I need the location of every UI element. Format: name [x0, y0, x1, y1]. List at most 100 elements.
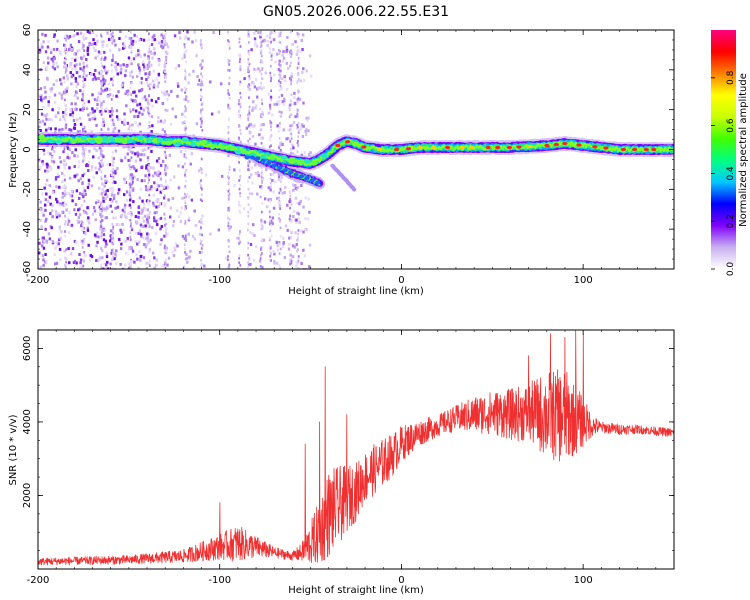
spectrogram-noise-cell	[73, 165, 76, 169]
spectrogram-streak-cell	[290, 78, 292, 82]
spectrogram-noise-cell	[295, 265, 298, 269]
spectrogram-streak-cell	[227, 216, 229, 220]
spectrogram-noise-cell	[143, 243, 146, 247]
spectrogram-noise-cell	[157, 116, 160, 120]
spectrogram-noise-cell	[70, 75, 74, 79]
spectrogram-streak-cell	[64, 58, 66, 62]
spectrogram-streak-cell	[247, 41, 250, 44]
spectrogram-noise-cell	[280, 93, 284, 97]
spectrogram-streak-cell	[185, 195, 188, 199]
spectrogram-noise-cell	[68, 156, 71, 160]
spectrogram-streak-cell	[279, 32, 282, 35]
spectrogram-noise-cell	[107, 109, 111, 113]
spectrogram-noise-cell	[251, 181, 254, 185]
spectrogram-noise-cell	[103, 184, 106, 188]
spectrogram-streak-cell	[238, 257, 240, 260]
spectrogram-streak-cell	[111, 181, 114, 185]
spectrogram-noise-cell	[115, 109, 119, 113]
spectrogram-streak-cell	[65, 257, 68, 261]
spectrogram-noise-cell	[42, 263, 45, 267]
spectrogram-noise-cell	[96, 54, 100, 58]
spectrogram-streak-cell	[81, 68, 84, 72]
spectrogram-noise-cell	[254, 43, 257, 47]
spectrogram-noise-cell	[285, 61, 289, 65]
spectrogram-noise-cell	[82, 125, 86, 129]
spectrogram-noise-cell	[134, 99, 137, 103]
spectrogram-noise-cell	[45, 240, 49, 244]
spectrogram-streak-cell	[260, 185, 263, 188]
spectrogram-noise-cell	[43, 122, 47, 126]
spectrogram-streak-cell	[247, 196, 249, 199]
spectrogram-noise-cell	[104, 239, 107, 243]
spectrogram-noise-cell	[58, 227, 61, 231]
spectrogram-streak-cell	[260, 72, 263, 76]
spectrogram-noise-cell	[112, 171, 115, 175]
spectrogram-noise-cell	[162, 196, 166, 200]
spectrogram-noise-cell	[138, 53, 141, 57]
spectrogram-streak-cell	[200, 179, 202, 182]
spectrogram-y-tick-label: -40	[22, 221, 33, 237]
spectrogram-streak-cell	[278, 241, 281, 244]
spectrogram-noise-cell	[144, 174, 147, 178]
spectrogram-streak-cell	[239, 204, 242, 208]
spectrogram-streak-cell	[148, 65, 150, 68]
spectrogram-noise-cell	[102, 40, 105, 44]
spectrogram-noise-cell	[51, 239, 54, 243]
spectrogram-noise-cell	[190, 152, 194, 156]
spectrogram-noise-cell	[73, 239, 77, 243]
spectrogram-streak-cell	[296, 101, 298, 104]
spectrogram-streak-cell	[247, 65, 250, 69]
spectrogram-streak-cell	[130, 98, 133, 102]
spectrogram-noise-cell	[38, 168, 42, 172]
spectrogram-noise-cell	[120, 83, 124, 87]
spectrogram-noise-cell	[168, 153, 172, 157]
spectrogram-noise-cell	[92, 72, 96, 76]
spectrogram-noise-cell	[41, 192, 44, 196]
spectrogram-streak-cell	[270, 77, 273, 80]
spectrogram-noise-cell	[119, 64, 122, 68]
spectrogram-noise-cell	[82, 195, 85, 199]
spectrogram-streak-cell	[260, 81, 263, 85]
spectrogram-streak-cell	[111, 222, 114, 226]
spectrogram-streak-cell	[239, 240, 242, 244]
spectrogram-streak-cell	[130, 81, 133, 85]
spectrogram-streak-cell	[83, 106, 85, 110]
spectrogram-streak-cell	[268, 210, 271, 214]
spectrogram-streak-cell	[147, 232, 150, 236]
spectrogram-streak-cell	[278, 146, 280, 150]
spectrogram-noise-cell	[156, 223, 159, 227]
spectrogram-noise-cell	[161, 264, 164, 268]
spectrogram-streak-cell	[297, 131, 300, 134]
spectrogram-streak-cell	[200, 247, 203, 250]
spectrogram-noise-cell	[105, 255, 109, 259]
spectrogram-noise-cell	[97, 235, 100, 239]
spectrogram-noise-cell	[81, 35, 85, 39]
spectrogram-noise-cell	[108, 88, 112, 92]
spectrogram-noise-cell	[42, 236, 46, 240]
spectrogram-streak-cell	[238, 200, 240, 204]
spectrogram-noise-cell	[95, 244, 98, 248]
spectrogram-streak-cell	[64, 128, 67, 131]
spectrogram-streak-cell	[129, 62, 132, 65]
spectrogram-streak-cell	[164, 180, 167, 184]
spectrogram-noise-cell	[133, 115, 136, 119]
spectrogram-ridge-blob	[156, 137, 164, 143]
spectrogram-noise-cell	[285, 137, 288, 141]
spectrogram-noise-cell	[253, 234, 256, 238]
spectrogram-hotspot	[376, 147, 383, 151]
spectrogram-streak-cell	[260, 222, 262, 226]
spectrogram-noise-cell	[41, 211, 44, 215]
spectrogram-streak-cell	[130, 165, 133, 169]
spectrogram-streak-cell	[268, 236, 271, 240]
spectrogram-streak-cell	[278, 175, 280, 179]
spectrogram-hotspot	[527, 144, 533, 149]
spectrogram-streak-cell	[238, 124, 241, 128]
spectrogram-streak-cell	[81, 92, 84, 96]
spectrogram-noise-cell	[91, 107, 94, 111]
colorbar-label: Normalized spectral amplitude	[738, 73, 749, 227]
spectrogram-streak-cell	[163, 93, 166, 97]
spectrogram-streak-cell	[297, 229, 300, 232]
spectrogram-noise-cell	[137, 49, 140, 53]
spectrogram-noise-cell	[283, 97, 286, 101]
spectrogram-noise-cell	[302, 267, 306, 269]
